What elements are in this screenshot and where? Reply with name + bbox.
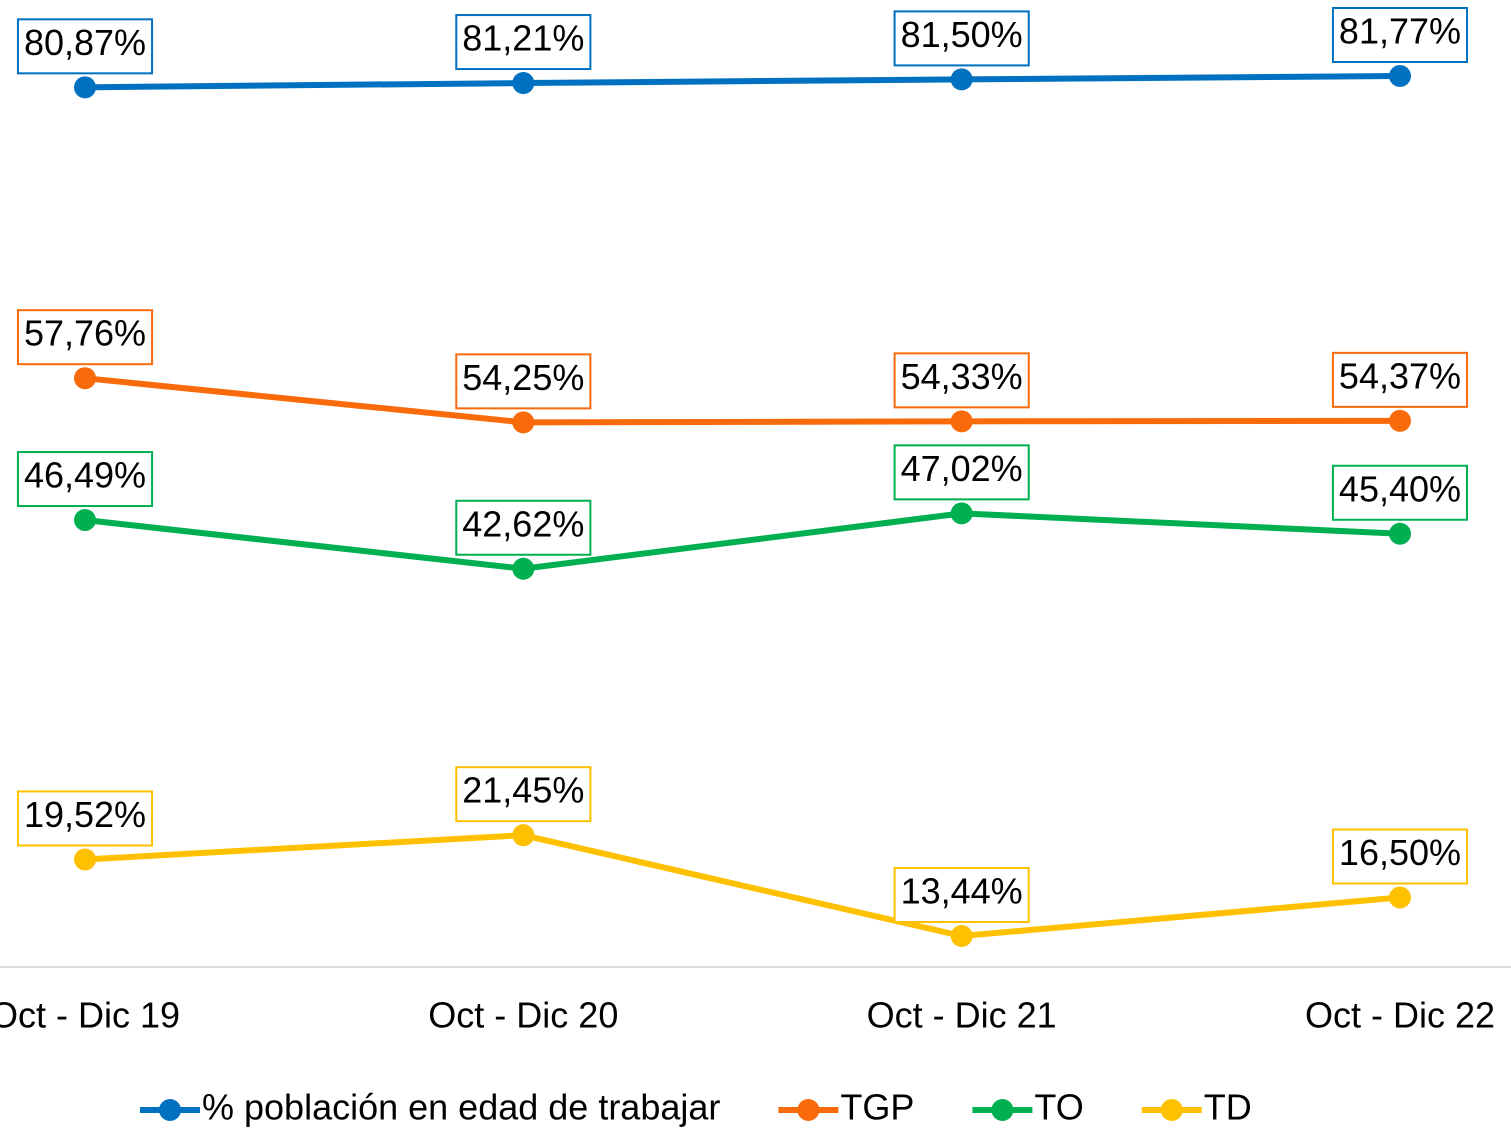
data-label: 13,44% bbox=[893, 867, 1030, 923]
legend-marker bbox=[1160, 1099, 1183, 1121]
data-label-text: 19,52% bbox=[24, 794, 146, 835]
data-label: 45,40% bbox=[1331, 464, 1469, 521]
point bbox=[74, 367, 96, 390]
data-label: 54,25% bbox=[455, 353, 592, 410]
data-label-text: 47,02% bbox=[901, 448, 1023, 489]
data-label-text: 16,50% bbox=[1339, 832, 1461, 873]
data-label: 21,45% bbox=[455, 766, 592, 823]
x-tick-label: Oct - Dic 20 bbox=[428, 995, 618, 1036]
data-label-text: 46,49% bbox=[24, 455, 146, 496]
data-label: 54,33% bbox=[893, 352, 1030, 409]
x-tick-label: Oct - Dic 19 bbox=[0, 995, 180, 1036]
data-label-box bbox=[893, 352, 1030, 409]
point bbox=[950, 502, 973, 525]
point bbox=[74, 509, 96, 532]
data-label-box bbox=[16, 790, 154, 847]
data-label-box bbox=[16, 309, 154, 366]
data-label-text: 81,50% bbox=[901, 14, 1023, 55]
data-label: 57,76% bbox=[16, 309, 154, 366]
data-label-text: 54,33% bbox=[901, 356, 1023, 397]
point bbox=[74, 76, 96, 99]
data-label-box bbox=[455, 766, 592, 823]
data-label: 42,62% bbox=[455, 499, 592, 556]
point bbox=[512, 824, 535, 847]
data-label: 54,37% bbox=[1331, 351, 1469, 408]
legend-label: TD bbox=[1204, 1087, 1252, 1128]
data-label-box bbox=[16, 451, 154, 508]
series-line bbox=[84, 832, 1401, 940]
point bbox=[1388, 65, 1411, 87]
data-label-text: 81,21% bbox=[462, 18, 584, 59]
point bbox=[950, 410, 973, 433]
data-label-box bbox=[1331, 828, 1469, 885]
x-tick-label: Oct - Dic 21 bbox=[867, 995, 1057, 1036]
legend-label: % población en edad de trabajar bbox=[202, 1087, 720, 1128]
data-label-box bbox=[455, 14, 592, 71]
data-label-text: 57,76% bbox=[24, 313, 146, 354]
data-label-text: 21,45% bbox=[462, 770, 584, 811]
legend-label: TO bbox=[1034, 1087, 1083, 1128]
point bbox=[1388, 522, 1411, 545]
legend-marker bbox=[159, 1099, 181, 1121]
point bbox=[512, 411, 535, 434]
data-label-text: 13,44% bbox=[901, 871, 1023, 912]
data-label-box bbox=[1331, 464, 1469, 521]
data-label-box bbox=[455, 499, 592, 556]
data-label: 19,52% bbox=[16, 790, 154, 847]
point bbox=[1388, 409, 1411, 432]
series-line bbox=[84, 510, 1401, 572]
data-label-box bbox=[1331, 351, 1469, 408]
data-label: 46,49% bbox=[16, 451, 154, 508]
data-label-box bbox=[893, 444, 1030, 501]
data-label-box bbox=[16, 18, 154, 75]
data-label: 81,50% bbox=[893, 10, 1030, 67]
data-label-box bbox=[893, 867, 1030, 923]
series-line bbox=[84, 375, 1400, 426]
x-tick-label: Oct - Dic 22 bbox=[1305, 995, 1495, 1036]
data-label-text: 45,40% bbox=[1339, 468, 1461, 509]
point bbox=[1388, 886, 1411, 909]
legend-marker bbox=[797, 1099, 820, 1121]
data-label-text: 54,37% bbox=[1339, 355, 1461, 396]
data-label-box bbox=[455, 353, 592, 410]
data-label-text: 81,77% bbox=[1339, 11, 1461, 52]
point bbox=[950, 925, 973, 947]
data-label: 81,77% bbox=[1331, 7, 1469, 63]
point bbox=[512, 557, 535, 580]
data-label-box bbox=[1331, 7, 1469, 63]
series-line bbox=[84, 73, 1401, 91]
legend-label: TGP bbox=[840, 1087, 914, 1128]
point bbox=[512, 72, 535, 95]
data-label: 80,87% bbox=[16, 18, 154, 75]
data-label: 81,21% bbox=[455, 14, 592, 71]
data-label-box bbox=[893, 10, 1030, 67]
data-label: 16,50% bbox=[1331, 828, 1469, 885]
data-label: 47,02% bbox=[893, 444, 1030, 501]
data-label-text: 80,87% bbox=[24, 22, 146, 63]
point bbox=[74, 848, 96, 871]
data-label-text: 42,62% bbox=[462, 503, 584, 544]
point bbox=[950, 68, 973, 91]
legend-marker bbox=[991, 1099, 1014, 1121]
data-label-text: 54,25% bbox=[462, 357, 584, 398]
